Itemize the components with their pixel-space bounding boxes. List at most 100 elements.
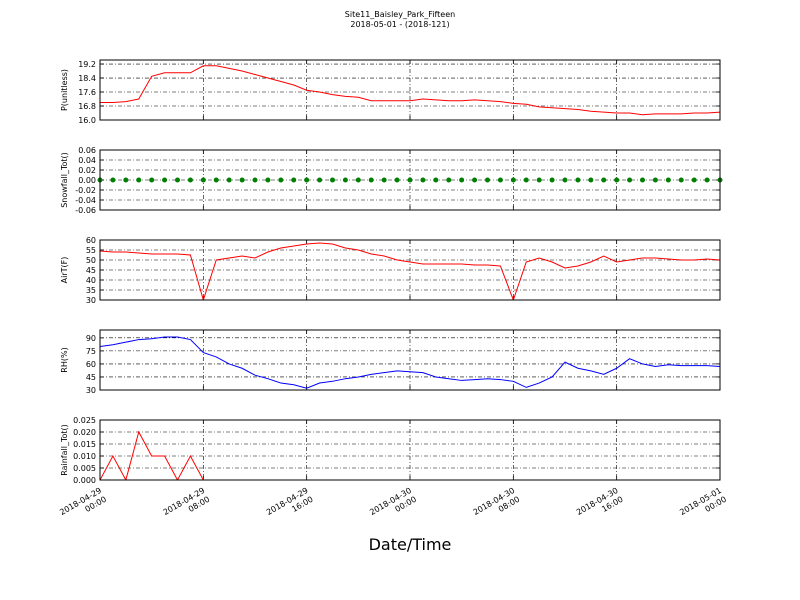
data-point (123, 177, 129, 183)
data-point (652, 177, 658, 183)
y-tick-label: 30 (86, 296, 96, 305)
data-point (226, 177, 232, 183)
data-point (381, 177, 387, 183)
data-point (614, 177, 620, 183)
y-tick-label: 0.02 (78, 166, 96, 175)
data-point (265, 177, 271, 183)
y-tick-label: -0.02 (75, 186, 96, 195)
x-tick-label: 2018-04-2916:00 (265, 486, 315, 526)
data-point (368, 177, 374, 183)
x-axis-label: Date/Time (369, 535, 452, 554)
data-point (355, 177, 361, 183)
data-point (485, 177, 490, 183)
data-point (562, 177, 568, 183)
axes-frame (99, 149, 721, 211)
y-tick-label: 90 (86, 334, 96, 343)
data-point (536, 177, 542, 183)
data-point (640, 177, 645, 183)
y-tick-label: -0.04 (75, 196, 96, 205)
data-point (497, 177, 503, 183)
data-point (317, 177, 323, 183)
data-point (291, 177, 297, 183)
y-tick-label: 0.04 (78, 156, 96, 165)
data-point (200, 177, 206, 183)
data-point (665, 177, 671, 183)
x-tick-label: 2018-04-3008:00 (472, 486, 522, 526)
data-point (575, 177, 581, 183)
y-tick-label: 75 (86, 347, 96, 356)
y-tick-label: 0.015 (73, 440, 96, 449)
chart-title: Site11_Baisley_Park_Fifteen (345, 10, 455, 19)
data-point (110, 177, 116, 183)
y-tick-label: 16.8 (78, 102, 96, 111)
data-point (459, 177, 465, 183)
data-point (407, 177, 413, 183)
data-point (304, 177, 310, 183)
y-tick-label: 19.2 (78, 60, 96, 69)
x-tick-label: 2018-04-2908:00 (162, 486, 212, 526)
axes-frame (99, 419, 721, 481)
y-tick-label: 45 (86, 266, 96, 275)
y-axis-label: Snowfall_Tot() (60, 152, 69, 208)
y-axis-label: Rainfall_Tot() (60, 424, 69, 476)
x-tick-label: 2018-04-3016:00 (575, 486, 625, 526)
data-point (472, 177, 478, 183)
data-point (278, 177, 284, 183)
data-point (162, 177, 168, 183)
axes-frame (99, 329, 721, 391)
data-point (549, 177, 555, 183)
data-point (252, 177, 258, 183)
data-point (678, 177, 684, 183)
data-line (100, 242, 720, 300)
data-point (704, 177, 710, 183)
y-tick-label: 18.4 (78, 74, 96, 83)
chart-subtitle: 2018-05-01 - (2018-121) (350, 20, 449, 29)
data-point (523, 177, 529, 183)
data-point (420, 177, 426, 183)
data-line (100, 336, 720, 389)
data-point (601, 177, 607, 183)
data-point (342, 177, 348, 183)
y-tick-label: 0.00 (78, 176, 96, 185)
y-tick-label: -0.06 (75, 206, 96, 215)
data-point (136, 177, 142, 183)
x-tick-label: 2018-05-0100:00 (678, 486, 728, 526)
y-tick-label: 40 (86, 276, 96, 285)
y-axis-label: RH(%) (60, 347, 69, 372)
y-tick-label: 0.06 (78, 146, 96, 155)
data-point (149, 177, 155, 183)
y-tick-label: 50 (86, 256, 96, 265)
y-tick-label: 17.6 (78, 88, 96, 97)
y-tick-label: 0.025 (73, 416, 96, 425)
axes-frame (99, 59, 721, 121)
data-point (433, 177, 439, 183)
data-point (330, 177, 335, 183)
data-line (100, 65, 720, 116)
y-tick-label: 16.0 (78, 116, 96, 125)
data-point (691, 177, 697, 183)
data-point (213, 177, 219, 183)
y-tick-label: 55 (86, 246, 96, 255)
axes-frame (99, 239, 721, 301)
data-point (627, 177, 633, 183)
x-tick-label: 2018-04-3000:00 (368, 486, 418, 526)
y-tick-label: 45 (86, 373, 96, 382)
data-point (175, 177, 180, 183)
y-tick-label: 30 (86, 386, 96, 395)
data-point (187, 177, 193, 183)
y-tick-label: 60 (86, 360, 96, 369)
y-tick-label: 0.020 (73, 428, 96, 437)
data-point (588, 177, 594, 183)
y-tick-label: 0.005 (73, 464, 96, 473)
y-tick-label: 0.010 (73, 452, 96, 461)
data-point (239, 177, 245, 183)
y-tick-label: 0.000 (73, 476, 96, 485)
y-axis-label: P(unitless) (60, 69, 69, 111)
data-point (510, 177, 516, 183)
data-point (446, 177, 452, 183)
y-tick-label: 60 (86, 236, 96, 245)
y-tick-label: 35 (86, 286, 96, 295)
y-axis-label: AirT(F) (60, 257, 69, 284)
x-tick-label: 2018-04-2900:00 (58, 486, 108, 526)
